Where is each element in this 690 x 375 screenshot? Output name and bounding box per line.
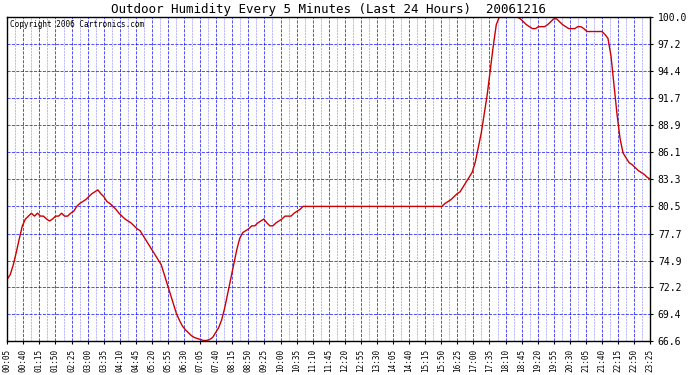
Title: Outdoor Humidity Every 5 Minutes (Last 24 Hours)  20061216: Outdoor Humidity Every 5 Minutes (Last 2… — [111, 3, 546, 16]
Text: Copyright 2006 Cartronics.com: Copyright 2006 Cartronics.com — [10, 20, 145, 29]
